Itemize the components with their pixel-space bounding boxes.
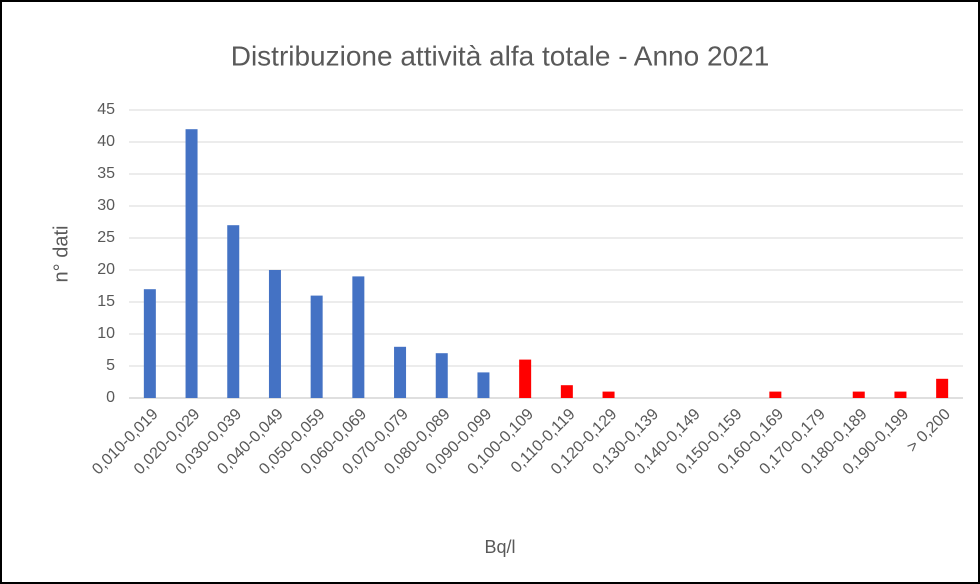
bar — [519, 359, 532, 398]
bar — [560, 385, 573, 398]
bar — [602, 391, 615, 398]
x-axis-label: Bq/l — [484, 537, 515, 557]
bar — [477, 372, 490, 398]
bar — [227, 225, 240, 398]
y-tick-label: 25 — [97, 229, 115, 246]
bar — [268, 270, 281, 398]
bar — [352, 276, 365, 398]
bar — [310, 295, 323, 398]
bar — [143, 289, 156, 398]
y-tick-label: 0 — [106, 389, 115, 406]
y-tick-label: 15 — [97, 293, 115, 310]
bar — [894, 391, 907, 398]
y-tick-label: 20 — [97, 261, 115, 278]
bar — [852, 391, 865, 398]
bar — [936, 378, 949, 398]
y-tick-label: 10 — [97, 325, 115, 342]
y-tick-label: 30 — [97, 197, 115, 214]
y-tick-label: 45 — [97, 101, 115, 118]
y-tick-label: 35 — [97, 165, 115, 182]
y-tick-label: 40 — [97, 133, 115, 150]
bar — [185, 129, 198, 398]
chart-title: Distribuzione attività alfa totale - Ann… — [231, 40, 770, 71]
y-tick-label: 5 — [106, 357, 115, 374]
y-axis-label: n° dati — [50, 226, 72, 283]
bar — [394, 346, 407, 398]
bar — [769, 391, 782, 398]
bar — [435, 353, 448, 398]
